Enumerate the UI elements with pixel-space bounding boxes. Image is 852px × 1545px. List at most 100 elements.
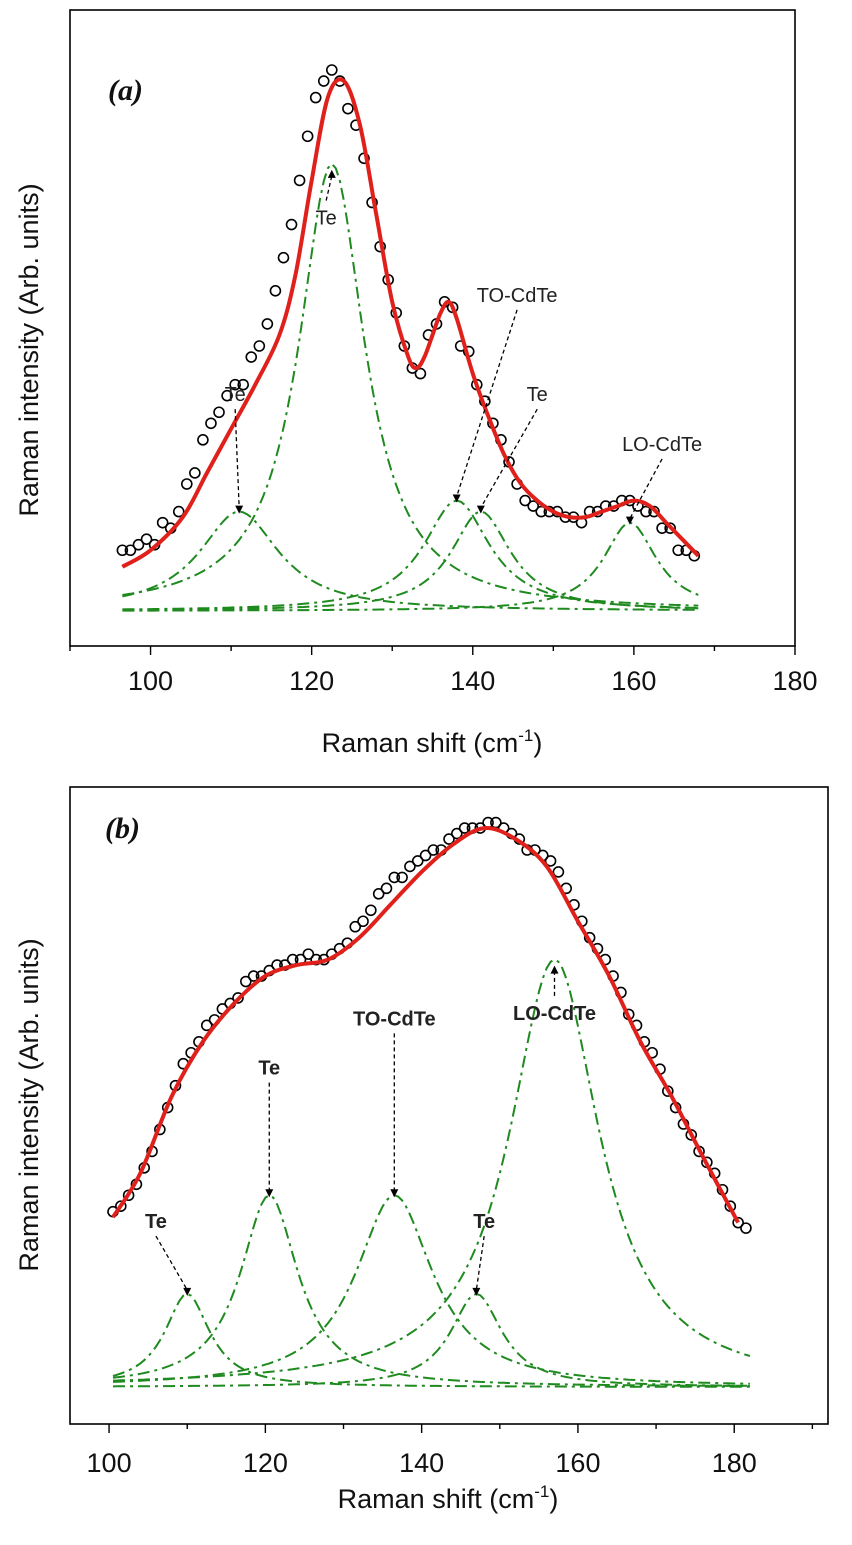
- data-point: [285, 218, 298, 231]
- data-point: [411, 855, 424, 867]
- data-point: [114, 1200, 127, 1212]
- peak-annotation: Te: [527, 384, 548, 406]
- peak-annotation: TO-CdTe: [477, 285, 558, 307]
- panel-a: 100 120 140 160 180 Te TO-CdTe Te Te LO-CdTe (a)…: [14, 9, 818, 758]
- component-curve: [122, 499, 699, 611]
- data-point: [205, 417, 217, 430]
- annotation-leader: [155, 1235, 188, 1291]
- panel-b-xlabel-sup: -1: [534, 1482, 549, 1501]
- data-point: [240, 975, 252, 988]
- peak-annotation: Te: [473, 1211, 495, 1233]
- data-point: [293, 174, 306, 187]
- annotation-leader: [480, 408, 538, 508]
- panel-b-fit-curve: [111, 826, 740, 1224]
- data-point: [124, 544, 137, 557]
- panel-a-x-ticks: 100 120 140 160 180: [69, 646, 818, 696]
- data-point: [116, 544, 129, 557]
- annotation-leader: [629, 458, 663, 519]
- peak-annotation: Te: [145, 1211, 167, 1233]
- x-tick-label: 100: [87, 1448, 132, 1478]
- x-tick-label: 140: [399, 1448, 444, 1478]
- data-point: [326, 64, 338, 76]
- data-point: [427, 844, 440, 856]
- data-point: [197, 434, 209, 446]
- data-point: [535, 505, 548, 518]
- panel-b-annotations: Te TO-CdTe LO-CdTe Te Te: [145, 965, 596, 1296]
- data-point: [269, 284, 282, 297]
- data-point: [140, 533, 153, 546]
- peak-annotation: LO-CdTe: [513, 1003, 596, 1025]
- peak-annotation: Te: [225, 384, 246, 406]
- data-point: [656, 522, 668, 534]
- panel-a-experimental-points: [116, 64, 701, 562]
- data-point: [229, 378, 241, 391]
- panel-b-xlabel-text: Raman shift (cm: [338, 1484, 535, 1514]
- data-point: [740, 1222, 752, 1234]
- data-point: [301, 130, 314, 143]
- component-curve: [112, 1292, 750, 1388]
- annotation-arrowhead: [452, 494, 461, 503]
- data-point: [372, 888, 385, 900]
- data-point: [443, 833, 455, 845]
- data-point: [309, 91, 322, 104]
- panel-a-x-axis-title: Raman shift (cm-1): [322, 726, 543, 758]
- x-tick-label: 180: [772, 666, 817, 696]
- panel-a-annotations: Te TO-CdTe Te Te LO-CdTe: [225, 169, 702, 525]
- peak-annotation: Te: [258, 1058, 280, 1080]
- panel-b-xlabel-close: ): [549, 1484, 558, 1514]
- data-point: [414, 367, 427, 380]
- data-point: [156, 516, 169, 529]
- component-curve: [112, 1194, 750, 1385]
- annotation-leader: [234, 409, 240, 508]
- data-point: [640, 505, 652, 518]
- data-point: [357, 915, 369, 928]
- data-point: [237, 378, 249, 391]
- panel-a-components: [122, 162, 699, 612]
- data-point: [544, 855, 557, 867]
- component-curve: [112, 958, 751, 1382]
- panel-b-x-ticks: 100 120 140 160 180: [87, 1424, 814, 1478]
- data-point: [221, 389, 233, 402]
- data-point: [317, 75, 330, 87]
- component-curve: [122, 510, 699, 611]
- data-point: [380, 882, 393, 895]
- x-tick-label: 180: [712, 1448, 757, 1478]
- component-curve: [112, 1194, 750, 1387]
- annotation-arrowhead: [235, 505, 244, 514]
- data-point: [247, 970, 260, 982]
- panel-b-y-axis-title: Raman intensity (Arb. units): [14, 938, 44, 1271]
- data-point: [189, 467, 201, 479]
- x-tick-label: 160: [555, 1448, 600, 1478]
- data-point: [404, 860, 416, 873]
- panel-a-y-axis-title: Raman intensity (Arb. units): [14, 183, 44, 516]
- data-point: [732, 1216, 744, 1229]
- panel-b-frame: [69, 786, 829, 1425]
- annotation-arrowhead: [476, 505, 485, 514]
- data-point: [527, 500, 539, 512]
- peak-annotation: Te: [316, 208, 337, 230]
- panel-a-xlabel-text: Raman shift (cm: [322, 728, 519, 758]
- data-point: [261, 318, 274, 330]
- data-point: [253, 340, 266, 352]
- annotation-leader: [325, 175, 333, 201]
- data-point: [302, 948, 315, 960]
- annotation-leader: [456, 309, 518, 497]
- data-point: [648, 505, 660, 518]
- annotation-arrowhead: [390, 1189, 399, 1198]
- panel-b: 100 120 140 160 180 Te TO-CdTe LO-CdTe Te Te (b)…: [14, 786, 829, 1514]
- annotation-arrowhead: [265, 1189, 274, 1198]
- x-tick-label: 120: [243, 1448, 288, 1478]
- data-point: [200, 1019, 213, 1032]
- panel-a-label: (a): [108, 74, 143, 107]
- data-point: [232, 992, 244, 1004]
- panel-b-components: [112, 958, 751, 1388]
- component-curve: [122, 521, 699, 612]
- data-point: [388, 871, 401, 884]
- annotation-arrowhead: [550, 965, 559, 974]
- data-point: [277, 251, 290, 264]
- annotation-arrowhead: [327, 169, 336, 178]
- data-point: [519, 494, 531, 507]
- data-point: [213, 406, 225, 419]
- x-tick-label: 140: [450, 666, 495, 696]
